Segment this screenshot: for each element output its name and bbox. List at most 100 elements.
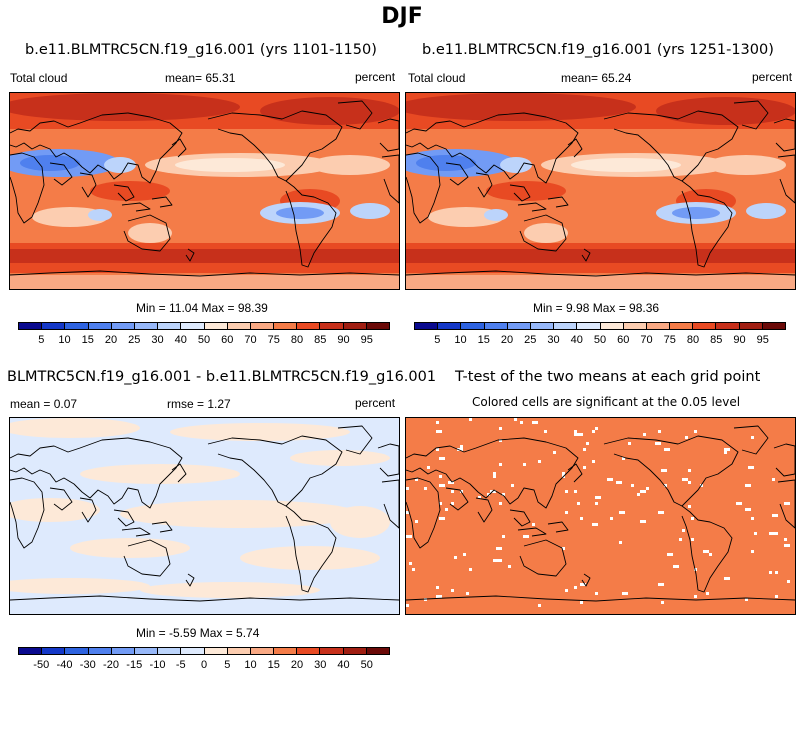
panel2-title: b.e11.BLMTRC5CN.f19_g16.001 (yrs 1251-13…	[422, 42, 774, 58]
colorbar-bottom-swatch	[42, 648, 66, 654]
colorbar-top-2-swatch	[577, 323, 601, 329]
colorbar-top-2-tick-label: 60	[617, 334, 630, 346]
panel1-title: b.e11.BLMTRC5CN.f19_g16.001 (yrs 1101-11…	[25, 42, 377, 58]
colorbar-top-1-swatch	[250, 323, 275, 329]
panel2-minmax: Min = 9.98 Max = 98.36	[533, 301, 660, 315]
panel4-subtitle: Colored cells are significant at the 0.0…	[472, 395, 741, 409]
panel3-map	[9, 417, 400, 615]
panel3-units: percent	[355, 396, 396, 410]
colorbar-bottom-tick-label: -30	[79, 659, 96, 671]
colorbar-bottom-tick-label: 30	[314, 659, 327, 671]
colorbar-top-1-tick-label: 10	[58, 334, 71, 346]
colorbar-top-1-tick-label: 90	[337, 334, 350, 346]
colorbar-top-1-swatch	[227, 323, 251, 329]
panel2-map	[405, 92, 796, 290]
colorbar-bottom-swatch	[181, 648, 205, 654]
colorbar-bottom-tick-label: 5	[224, 659, 231, 671]
panel4-map-svg	[406, 418, 795, 614]
panel2-map-svg	[406, 93, 795, 289]
panel3-colorbar	[18, 647, 390, 655]
colorbar-top-2-swatch	[415, 323, 439, 329]
colorbar-top-1-tick-label: 20	[104, 334, 118, 346]
colorbar-top-2-tick-label: 5	[434, 334, 441, 346]
colorbar-top-2-swatch	[739, 323, 763, 329]
colorbar-top-2-swatch	[530, 323, 555, 329]
colorbar-bottom-swatch	[250, 648, 275, 654]
colorbar-bottom-swatch	[19, 648, 43, 654]
colorbar-top-2-swatch	[623, 323, 647, 329]
colorbar-bottom-swatch	[204, 648, 228, 654]
colorbar-bottom-tick-label: -20	[103, 659, 119, 671]
colorbar-top-2-tick-label: 20	[500, 334, 514, 346]
panel1-left-label: Total cloud	[10, 71, 68, 85]
colorbar-bottom-swatch	[134, 648, 159, 654]
colorbar-bottom-tick-label: -15	[126, 659, 143, 671]
panel1-units: percent	[355, 70, 396, 84]
panel3-map-svg	[10, 418, 399, 614]
colorbar-top-1-swatch	[88, 323, 112, 329]
colorbar-top-1-swatch	[158, 323, 182, 329]
panel1-colorbar-labels: 5 10 15 20 25 30 40 50 60 70 75 80 85 90 95	[18, 334, 390, 348]
panel3-minmax: Min = -5.59 Max = 5.74	[136, 626, 260, 640]
colorbar-top-1-swatch	[42, 323, 66, 329]
colorbar-bottom-swatch	[274, 648, 298, 654]
colorbar-bottom-tick-label: 0	[200, 659, 208, 671]
colorbar-top-2-swatch	[484, 323, 508, 329]
panel2-mean: mean= 65.24	[561, 71, 632, 85]
colorbar-top-2-tick-label: 30	[547, 334, 560, 346]
colorbar-bottom-tick-label: 10	[244, 659, 257, 671]
colorbar-bottom-swatch	[65, 648, 89, 654]
colorbar-bottom-swatch	[158, 648, 182, 654]
colorbar-top-2-tick-label: 80	[686, 334, 700, 346]
main-title: DJF	[381, 4, 423, 29]
colorbar-top-1-tick-label: 95	[360, 334, 373, 346]
colorbar-top-1-tick-label: 75	[267, 334, 280, 346]
colorbar-top-1-swatch	[19, 323, 43, 329]
colorbar-bottom-tick-label: 15	[267, 659, 280, 671]
colorbar-top-1-swatch	[181, 323, 205, 329]
colorbar-bottom-swatch	[88, 648, 112, 654]
colorbar-bottom-tick-label: -10	[149, 659, 166, 671]
colorbar-bottom-swatch	[297, 648, 321, 654]
colorbar-top-1-swatch	[111, 323, 135, 329]
colorbar-top-1-swatch	[274, 323, 298, 329]
colorbar-top-2-tick-label: 40	[570, 334, 583, 346]
panel3-colorbar-labels: -50 -40 -30 -20 -15 -10 -5 0 5 10 15 20 30 40 50	[18, 659, 390, 673]
colorbar-top-2-swatch	[693, 323, 717, 329]
panel4-title: T-test of the two means at each grid poi…	[455, 369, 761, 385]
colorbar-bottom-swatch	[366, 648, 389, 654]
colorbar-top-1-swatch	[65, 323, 89, 329]
colorbar-top-1-tick-label: 30	[151, 334, 164, 346]
colorbar-top-1-tick-label: 85	[314, 334, 327, 346]
colorbar-top-1-swatch	[297, 323, 321, 329]
colorbar-top-1-swatch	[366, 323, 389, 329]
colorbar-top-2-swatch	[646, 323, 671, 329]
panel2-left-label: Total cloud	[408, 71, 466, 85]
colorbar-bottom-tick-label: 50	[360, 659, 373, 671]
colorbar-top-2-tick-label: 70	[640, 334, 653, 346]
colorbar-top-2-swatch	[600, 323, 624, 329]
colorbar-top-2-swatch	[461, 323, 485, 329]
colorbar-top-2-swatch	[554, 323, 578, 329]
colorbar-bottom-tick-label: -40	[56, 659, 73, 671]
colorbar-top-2-tick-label: 15	[477, 334, 490, 346]
colorbar-top-1-tick-label: 60	[221, 334, 234, 346]
panel2-colorbar-labels: 5 10 15 20 25 30 40 50 60 70 75 80 85 90 95	[414, 334, 786, 348]
colorbar-top-1-swatch	[343, 323, 367, 329]
colorbar-bottom-tick-label: 40	[337, 659, 350, 671]
colorbar-bottom-tick-label: 20	[290, 659, 304, 671]
colorbar-top-2-tick-label: 85	[710, 334, 723, 346]
colorbar-top-2-tick-label: 10	[454, 334, 467, 346]
colorbar-top-1-tick-label: 40	[174, 334, 187, 346]
panel1-colorbar	[18, 322, 390, 330]
colorbar-top-1-swatch	[204, 323, 228, 329]
colorbar-bottom-swatch	[111, 648, 135, 654]
colorbar-top-1-tick-label: 70	[244, 334, 257, 346]
colorbar-top-2-tick-label: 75	[663, 334, 676, 346]
colorbar-bottom-swatch	[227, 648, 251, 654]
colorbar-top-2-swatch	[762, 323, 785, 329]
colorbar-top-1-tick-label: 25	[128, 334, 141, 346]
colorbar-top-2-swatch	[716, 323, 740, 329]
panel3-rmse: rmse = 1.27	[167, 397, 231, 411]
panel1-map-svg	[10, 93, 399, 289]
